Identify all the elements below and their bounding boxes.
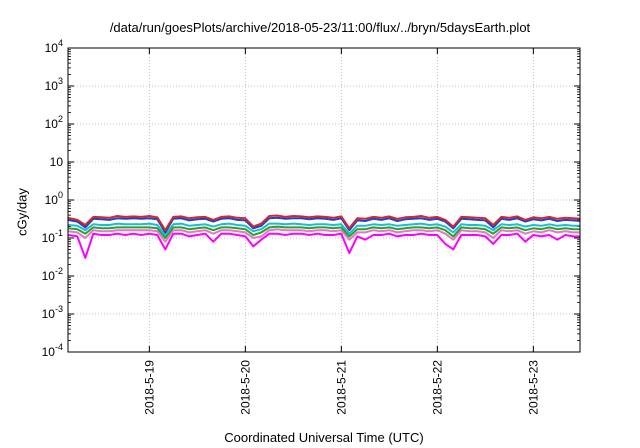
y-tick-label: 103 — [45, 76, 63, 93]
series-line-3 — [67, 222, 580, 236]
y-tick-label: 100 — [45, 190, 63, 207]
x-tick-label: 2018-5-21 — [334, 360, 348, 415]
y-tick-label: 102 — [45, 114, 63, 131]
y-tick-label: 104 — [45, 38, 63, 55]
series-line-6 — [67, 232, 580, 259]
x-tick-label: 2018-5-22 — [430, 360, 444, 415]
y-tick-label: 10-1 — [42, 228, 63, 245]
y-tick-label: 10-4 — [42, 342, 63, 359]
series-line-5 — [67, 228, 580, 243]
y-tick-label: 10-2 — [42, 266, 63, 283]
series-line-1 — [67, 214, 581, 232]
y-tick-label: 10 — [50, 155, 64, 169]
x-tick-label: 2018-5-20 — [238, 360, 252, 415]
plot-frame — [67, 47, 581, 353]
x-axis-label: Coordinated Universal Time (UTC) — [224, 430, 424, 445]
y-tick-label: 10-3 — [42, 304, 63, 321]
x-tick-label: 2018-5-23 — [526, 360, 540, 415]
series-line-2 — [67, 216, 581, 234]
series-line-4 — [67, 225, 580, 239]
y-axis-label: cGy/day — [14, 188, 30, 236]
chart-title: /data/run/goesPlots/archive/2018-05-23/1… — [109, 20, 531, 35]
x-tick-label: 2018-5-19 — [142, 360, 156, 415]
